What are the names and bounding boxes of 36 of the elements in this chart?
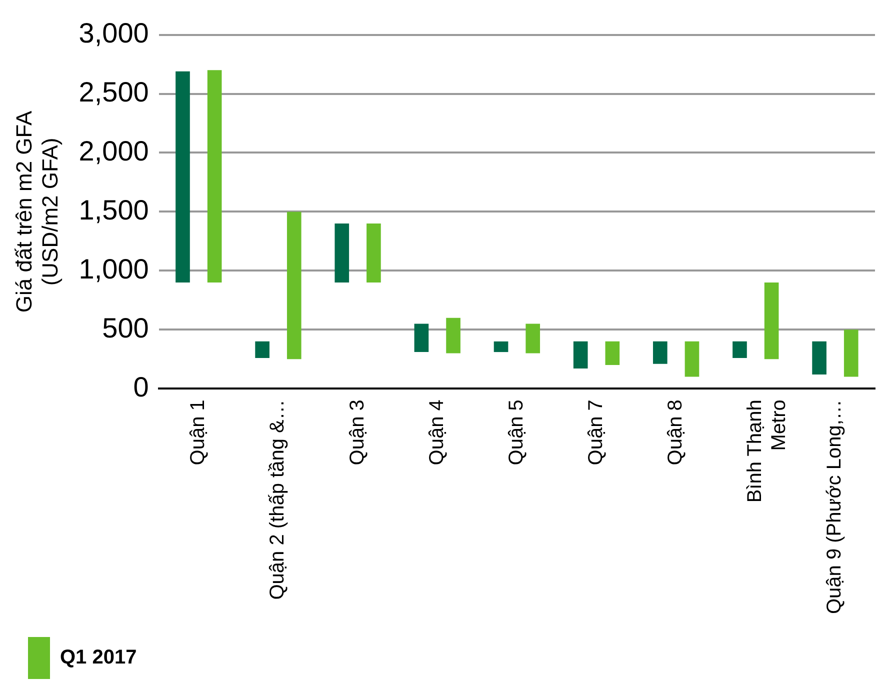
x-tick-label: Quận 5 (505, 400, 528, 466)
y-axis-title: Giá đất trên m2 GFA (USD/m2 GFA) (11, 110, 63, 313)
bar (334, 223, 350, 282)
bar (684, 341, 700, 377)
bar (605, 341, 620, 366)
y-tick-label: 0 (133, 371, 149, 402)
bar (732, 341, 747, 358)
y-tick-label: 2,500 (78, 76, 149, 108)
bar (176, 71, 190, 282)
x-tick-label: Quận 9 (Phước Long,… (824, 400, 846, 614)
bar (286, 212, 302, 360)
bar (207, 70, 222, 282)
bar (494, 341, 508, 352)
bar (812, 341, 826, 374)
x-tick-label: Bình Thạnh Metro (744, 400, 790, 503)
y-tick-label: 3,000 (78, 18, 149, 49)
y-tick-label: 1,500 (78, 194, 149, 226)
x-tick-label: Quận 8 (664, 400, 687, 466)
y-tick-label: 1,000 (78, 253, 149, 284)
bar (653, 341, 668, 364)
x-tick-label: Quận 4 (426, 400, 448, 466)
x-tick-label: Quận 2 (thấp tầng &… (266, 400, 289, 600)
legend-label: Q1 2017 (60, 646, 137, 669)
bar (573, 341, 588, 369)
x-tick-label: Quận 1 (187, 400, 210, 466)
bar (446, 318, 460, 354)
bar (526, 324, 540, 354)
y-tick-label: 500 (102, 312, 149, 344)
bar (366, 223, 381, 282)
bar (414, 324, 429, 352)
bar (255, 341, 270, 358)
bar (764, 282, 779, 360)
x-tick-label: Quận 3 (346, 400, 368, 466)
bar (844, 330, 858, 377)
y-tick-label: 2,000 (78, 135, 149, 166)
x-tick-label: Quận 7 (585, 400, 608, 466)
